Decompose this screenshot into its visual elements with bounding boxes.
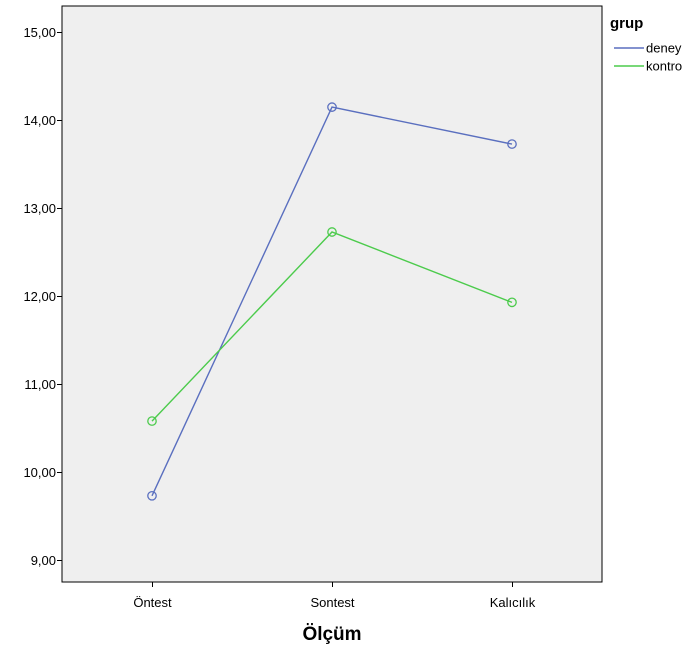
y-tick-label: 9,00 <box>31 553 56 568</box>
data-point-deney <box>327 102 337 112</box>
x-tick-label: Öntest <box>133 595 172 610</box>
y-tick-label: 13,00 <box>23 201 56 216</box>
series-layer <box>147 102 517 501</box>
data-point-kontro <box>327 227 337 237</box>
x-tick-label: Sontest <box>310 595 354 610</box>
y-tick-label: 12,00 <box>23 289 56 304</box>
y-tick-label: 14,00 <box>23 113 56 128</box>
y-tick-label: 10,00 <box>23 465 56 480</box>
x-tick-label: Kalıcılık <box>490 595 536 610</box>
data-point-kontro <box>507 297 517 308</box>
x-axis-title: Ölçüm <box>302 624 361 645</box>
data-point-deney <box>507 139 517 149</box>
y-axis: 9,00 10,00 11,00 12,00 13,00 14,00 15,00 <box>23 25 62 568</box>
legend-title: grup <box>610 15 643 32</box>
data-point-deney <box>147 490 157 501</box>
data-point-kontro <box>147 416 157 426</box>
legend: grup deney kontro <box>610 15 682 74</box>
series-line-kontro <box>151 231 513 422</box>
legend-label-deney: deney <box>646 41 682 56</box>
x-axis: Öntest Sontest Kalıcılık <box>133 582 536 610</box>
plot-area <box>61 5 603 583</box>
legend-label-kontro: kontro <box>646 59 682 74</box>
y-tick-label: 11,00 <box>24 377 56 392</box>
y-tick-label: 15,00 <box>23 25 56 40</box>
series-line-deney <box>151 106 513 497</box>
